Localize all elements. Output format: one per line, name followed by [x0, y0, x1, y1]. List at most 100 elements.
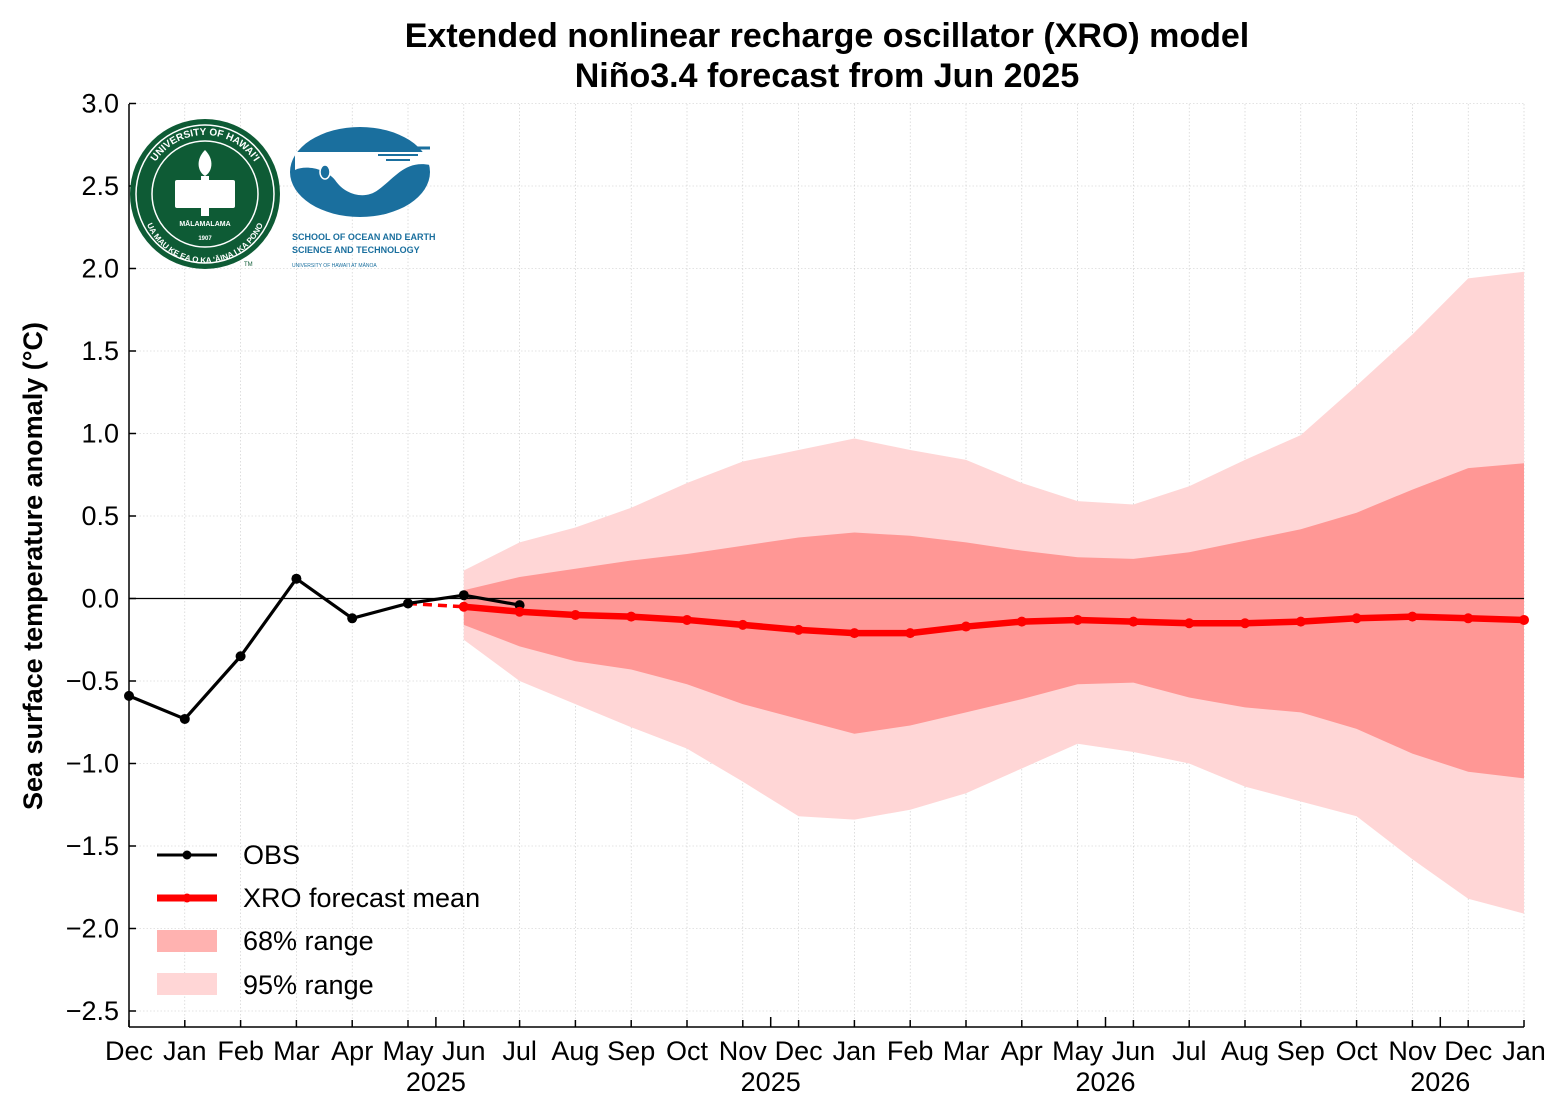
x-tick-label: Oct [666, 1036, 709, 1066]
forecast-point [1128, 616, 1139, 627]
x-tick-labels: Dec Jan Feb Mar Apr May Jun Jul Aug Sep Oct Nov Dec J… [105, 1036, 1546, 1097]
band-68-range [463, 463, 1524, 779]
obs-point [235, 651, 246, 662]
x-tick-label: Feb [887, 1036, 934, 1066]
obs-point [179, 713, 190, 724]
forecast-point [1240, 618, 1250, 629]
y-tick-label: 3.0 [81, 89, 119, 119]
forecast-point [793, 624, 804, 635]
legend-68-label: 68% range [243, 926, 374, 956]
x-tick-label: Nov [719, 1036, 768, 1066]
legend-item-68-range: 68% range [157, 926, 374, 956]
wave-icon [295, 152, 430, 196]
forecast-connector-line [407, 601, 464, 609]
legend-95-label: 95% range [243, 970, 374, 1000]
legend-forecast-label: XRO forecast mean [243, 883, 480, 913]
forecast-point [570, 610, 581, 620]
forecast-point [1463, 613, 1474, 624]
y-tick-label: 2.5 [81, 171, 119, 201]
obs-line [128, 577, 520, 721]
obs-point [458, 590, 469, 601]
chart-title-line2: Niño3.4 forecast from Jun 2025 [575, 57, 1080, 95]
legend-forecast-marker [182, 893, 192, 903]
forecast-point [961, 621, 971, 632]
x-tick-label: Feb [217, 1036, 264, 1066]
y-tick-label: 1.0 [81, 419, 119, 449]
y-tick-label: 0.0 [81, 584, 119, 614]
x-tick-label: Mar [943, 1036, 990, 1066]
x-tick-label: Jan [1502, 1036, 1546, 1066]
range-bands [463, 271, 1524, 914]
uh-logo-center-text: MĀLAMALAMA [179, 220, 230, 228]
y-tick-label: −2.5 [66, 996, 119, 1026]
soest-logo-line1: SCHOOL OF OCEAN AND EARTH [292, 232, 436, 242]
x-tick-label: May [1052, 1036, 1104, 1066]
forecast-point [458, 601, 469, 612]
x-tick-label: Aug [551, 1036, 599, 1066]
x-tick-label: Nov [1388, 1036, 1437, 1066]
y-tick-labels: 3.0 2.5 2.0 1.5 1.0 0.5 0.0 −0.5 −1.0 −1.5 −2.0 −2.… [66, 89, 119, 1027]
series-lines [124, 573, 1529, 724]
forecast-point [1351, 613, 1362, 624]
x-tick-label: Mar [273, 1036, 320, 1066]
legend-95-swatch [157, 973, 217, 995]
forecast-point [1519, 614, 1529, 625]
obs-point [291, 573, 302, 584]
forecast-point [905, 628, 916, 639]
y-tick-label: −1.0 [66, 749, 119, 779]
soest-logo-line3: UNIVERSITY OF HAWAI'I AT MĀNOA [292, 262, 377, 269]
y-tick-label: −2.0 [66, 914, 119, 944]
forecast-point [1072, 614, 1083, 625]
university-of-hawaii-logo: UNIVERSITY OF HAWAI'I UA MAU KE EA O KA … [130, 119, 280, 269]
x-tick-label: Apr [331, 1036, 373, 1066]
x-tick-label: Sep [607, 1036, 655, 1066]
y-tick-label: −0.5 [66, 666, 119, 696]
forecast-point [849, 628, 860, 639]
uh-logo-inner-ring-line [151, 140, 259, 248]
uh-logo-trademark: TM [244, 262, 253, 268]
x-tick-label: Jul [1172, 1036, 1207, 1066]
forecast-point [1295, 616, 1306, 627]
y-tick-label: 1.5 [81, 336, 119, 366]
forecast-point [682, 614, 692, 625]
soest-logo: SCHOOL OF OCEAN AND EARTH SCIENCE AND TE… [290, 127, 436, 269]
forecast-point [737, 619, 748, 630]
legend: OBS XRO forecast mean 68% range 95% rang… [157, 840, 480, 1000]
x-year-label: 2026 [1075, 1067, 1135, 1097]
x-year-label: 2025 [741, 1067, 801, 1097]
y-tick-label: −1.5 [66, 831, 119, 861]
legend-obs-marker [182, 850, 192, 860]
uh-logo-torch-emblem [175, 150, 235, 216]
x-year-label: 2026 [1410, 1067, 1470, 1097]
legend-item-95-range: 95% range [157, 970, 374, 1000]
legend-68-swatch [157, 930, 217, 952]
x-tick-label: Apr [1001, 1036, 1043, 1066]
forecast-point [1184, 618, 1195, 629]
x-tick-label: Dec [1444, 1036, 1492, 1066]
y-axis-label: Sea surface temperature anomaly (°C) [18, 322, 48, 810]
legend-obs-label: OBS [243, 840, 300, 870]
x-tick-label: Aug [1221, 1036, 1269, 1066]
obs-point [403, 598, 413, 609]
x-tick-label: Jun [1112, 1036, 1156, 1066]
x-tick-label: Jan [833, 1036, 877, 1066]
x-tick-label: May [382, 1036, 434, 1066]
legend-item-forecast-mean: XRO forecast mean [157, 883, 480, 913]
forecast-point [514, 606, 525, 617]
forecast-point [1407, 611, 1418, 622]
uh-logo-year: 1907 [198, 236, 212, 242]
x-year-label: 2025 [406, 1067, 466, 1097]
forecast-point [626, 611, 637, 622]
soest-logo-line2: SCIENCE AND TECHNOLOGY [292, 245, 420, 255]
x-tick-label: Jan [163, 1036, 207, 1066]
x-tick-label: Jun [442, 1036, 486, 1066]
y-tick-label: 2.0 [81, 254, 119, 284]
x-tick-label: Dec [105, 1036, 153, 1066]
obs-point [347, 613, 358, 624]
legend-item-obs: OBS [157, 840, 300, 870]
chart-title-line1: Extended nonlinear recharge oscillator (… [405, 17, 1250, 55]
x-tick-label: Dec [775, 1036, 823, 1066]
x-tick-label: Sep [1277, 1036, 1325, 1066]
y-tick-label: 0.5 [81, 501, 119, 531]
